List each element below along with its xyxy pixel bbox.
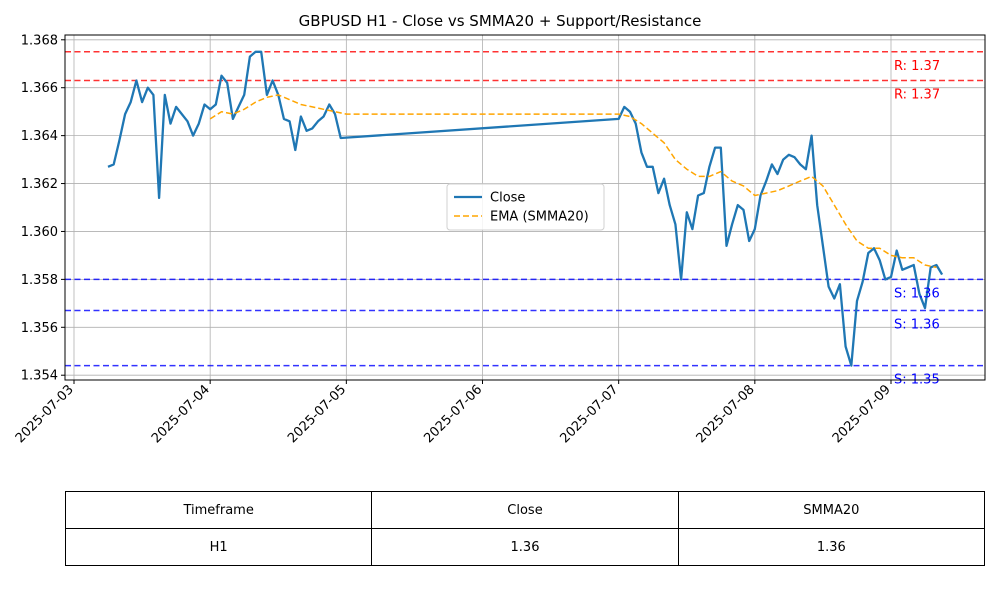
legend-box <box>446 183 605 231</box>
x-tick-label: 2025-07-08 <box>694 382 758 446</box>
smma-line <box>209 94 937 269</box>
table-header-cell: Timeframe <box>64 491 373 529</box>
resistance-level-label: R: 1.37 <box>894 59 940 74</box>
x-tick-label: 2025-07-09 <box>830 382 894 446</box>
series-lines <box>107 50 944 367</box>
chart-title: GBPUSD H1 - Close vs SMMA20 + Support/Re… <box>298 12 702 30</box>
close-line <box>107 50 944 367</box>
x-tick-label: 2025-07-05 <box>285 382 349 446</box>
y-tick-label: 1.368 <box>21 33 58 48</box>
resistance-level-label: R: 1.37 <box>894 88 940 103</box>
table-header-cell: Close <box>371 491 679 529</box>
y-tick-label: 1.358 <box>21 273 58 288</box>
table-header-cell: SMMA20 <box>677 491 986 529</box>
table-cell: 1.36 <box>677 528 986 566</box>
price-chart: R: 1.37R: 1.37S: 1.36S: 1.36S: 1.35 2025… <box>13 33 986 446</box>
table-row: H1 1.36 1.36 <box>64 528 986 566</box>
support-level-label: S: 1.36 <box>894 318 940 333</box>
table-cell: 1.36 <box>371 528 679 566</box>
x-tick-label: 2025-07-04 <box>149 382 213 446</box>
y-tick-label: 1.362 <box>21 177 58 192</box>
x-tick-label: 2025-07-03 <box>13 382 77 446</box>
legend: Close EMA (SMMA20) <box>446 183 605 231</box>
y-tick-label: 1.360 <box>21 225 58 240</box>
y-tick-label: 1.366 <box>21 81 58 96</box>
table-cell: H1 <box>64 528 373 566</box>
summary-table: Timeframe Close SMMA20 H1 1.36 1.36 <box>64 491 986 566</box>
y-tick-label: 1.356 <box>21 321 58 336</box>
plot-frame <box>64 34 986 381</box>
support-level-label: S: 1.36 <box>894 286 940 301</box>
x-tick-label: 2025-07-07 <box>557 382 621 446</box>
support-resistance-levels <box>65 51 985 367</box>
y-tick-label: 1.354 <box>21 369 58 384</box>
level-labels: R: 1.37R: 1.37S: 1.36S: 1.36S: 1.35 <box>894 59 940 388</box>
x-tick-label: 2025-07-06 <box>421 382 485 446</box>
legend-label: Close <box>490 191 525 206</box>
y-tick-label: 1.364 <box>21 129 58 144</box>
legend-label: EMA (SMMA20) <box>490 210 589 225</box>
table-header-row: Timeframe Close SMMA20 <box>64 491 986 529</box>
